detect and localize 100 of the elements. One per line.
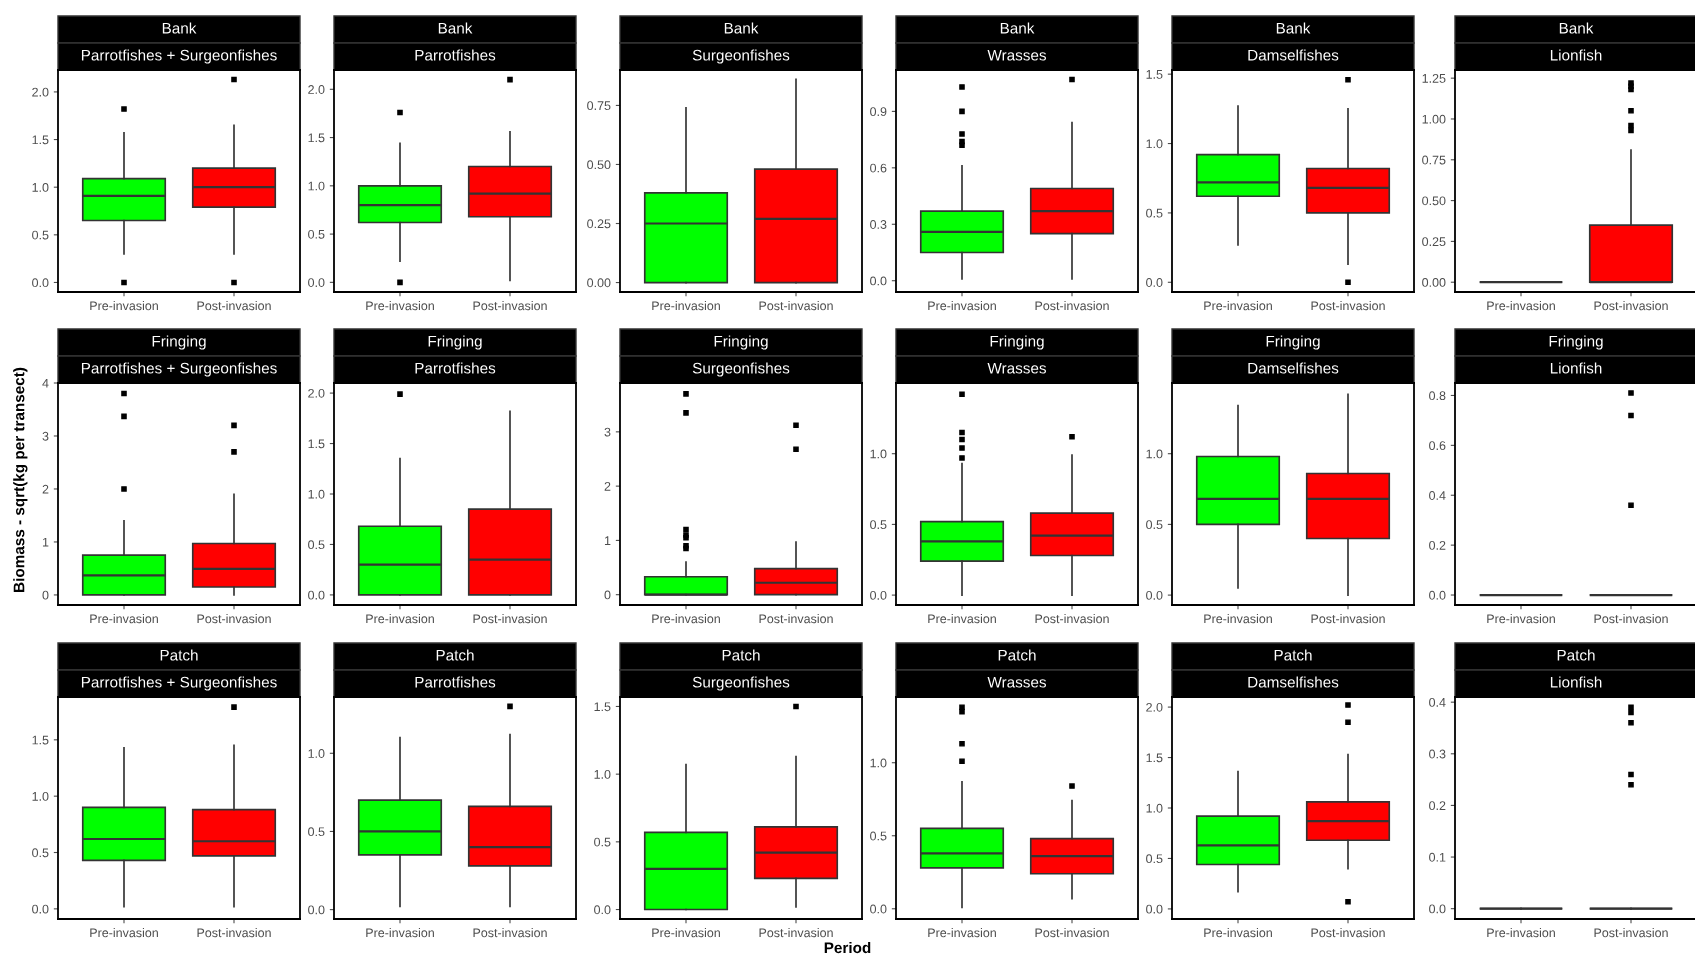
y-tick-label: 1.5 xyxy=(1146,70,1163,79)
chart-title: Patch xyxy=(998,649,1036,661)
chart-title: Fringing xyxy=(1266,335,1320,350)
x-tick-label: Post-invasion xyxy=(473,301,547,311)
chart-subtitle: Lionfish xyxy=(1550,362,1602,374)
y-axis-title: Biomass - sqrt(kg per transect) xyxy=(13,367,28,592)
chart-subtitle: Damselfishes xyxy=(1248,676,1339,688)
y-tick-label: 0.2 xyxy=(1429,801,1446,811)
y-tick-label: 2.0 xyxy=(308,388,325,398)
chart-subtitle: Damselfishes xyxy=(1248,49,1339,61)
chart-subtitle: Surgeonfishes xyxy=(692,362,790,377)
y-tick-label: 1.5 xyxy=(594,702,611,712)
chart-subtitle: Parrotfishes xyxy=(415,362,496,374)
y-tick-label: 1.0 xyxy=(308,489,325,499)
chart-title: Patch xyxy=(1557,649,1595,661)
y-tick-label: 3 xyxy=(604,427,611,437)
x-tick-label: Post-invasion xyxy=(1311,614,1385,624)
y-tick-label: 1.0 xyxy=(1146,449,1163,459)
y-tick-label: 0.8 xyxy=(1429,391,1446,401)
y-tick-label: 0.3 xyxy=(1429,749,1446,759)
x-tick-label: Post-invasion xyxy=(473,614,547,624)
y-tick-label: 0.00 xyxy=(587,278,611,288)
x-tick-label: Pre-invasion xyxy=(928,928,996,938)
x-tick-label: Post-invasion xyxy=(1594,928,1668,938)
y-tick-label: 1.5 xyxy=(32,135,49,145)
x-tick-label: Post-invasion xyxy=(1035,614,1109,624)
y-tick-label: 1.25 xyxy=(1422,73,1446,83)
x-tick-label: Post-invasion xyxy=(197,614,271,624)
y-tick-label: 1.0 xyxy=(1146,139,1163,149)
x-tick-label: Post-invasion xyxy=(197,301,271,311)
chart-subtitle: Parrotfishes xyxy=(415,676,496,688)
y-tick-label: 0.5 xyxy=(308,229,325,239)
x-tick-label: Pre-invasion xyxy=(928,301,996,311)
y-tick-label: 0.5 xyxy=(1146,520,1163,530)
chart-subtitle: Wrasses xyxy=(987,676,1047,688)
x-tick-label: Pre-invasion xyxy=(1487,301,1555,311)
chart-subtitle: Surgeonfishes xyxy=(692,49,790,64)
x-tick-label: Pre-invasion xyxy=(1204,614,1272,624)
y-tick-label: 1.0 xyxy=(870,449,887,459)
x-tick-label: Post-invasion xyxy=(1311,301,1385,311)
x-tick-label: Pre-invasion xyxy=(1204,928,1272,938)
y-tick-label: 1.0 xyxy=(594,769,611,779)
y-tick-label: 0.0 xyxy=(870,904,887,914)
y-tick-label: 1.5 xyxy=(308,133,325,143)
chart-title: Bank xyxy=(724,22,759,34)
y-tick-label: 0.6 xyxy=(1429,441,1446,451)
x-tick-label: Pre-invasion xyxy=(928,614,996,624)
y-tick-label: 0.0 xyxy=(1146,278,1163,287)
chart-subtitle: Wrasses xyxy=(987,49,1047,61)
y-tick-label: 0.0 xyxy=(870,590,887,600)
chart-title: Patch xyxy=(722,649,760,661)
y-tick-label: 0.0 xyxy=(32,904,49,914)
y-tick-label: 1.5 xyxy=(32,735,49,745)
y-tick-label: 0.9 xyxy=(870,107,887,117)
x-tick-label: Post-invasion xyxy=(759,614,833,624)
chart-title: Patch xyxy=(1274,649,1312,661)
y-tick-label: 0.75 xyxy=(587,101,611,111)
y-tick-label: 2.0 xyxy=(1146,702,1163,712)
y-tick-label: 1.5 xyxy=(1146,753,1163,763)
x-tick-label: Post-invasion xyxy=(1594,301,1668,311)
y-tick-label: 0.50 xyxy=(587,160,611,170)
chart-subtitle: Parrotfishes + Surgeonfishes xyxy=(81,676,277,691)
y-tick-label: 1.0 xyxy=(32,791,49,801)
x-tick-label: Post-invasion xyxy=(759,301,833,311)
y-tick-label: 0.2 xyxy=(1429,540,1446,550)
x-tick-label: Pre-invasion xyxy=(366,301,434,311)
chart-title: Patch xyxy=(436,649,474,661)
y-tick-label: 0.25 xyxy=(587,219,611,229)
y-tick-label: 1.00 xyxy=(1422,114,1446,124)
chart-title: Fringing xyxy=(1549,335,1603,350)
x-tick-label: Pre-invasion xyxy=(90,614,158,624)
chart-title: Bank xyxy=(1559,22,1594,34)
y-tick-label: 0.0 xyxy=(308,590,325,600)
chart-title: Bank xyxy=(1276,22,1311,34)
y-tick-label: 1.0 xyxy=(870,758,887,768)
x-tick-label: Pre-invasion xyxy=(90,301,158,311)
y-tick-label: 0.25 xyxy=(1422,237,1446,247)
chart-title: Bank xyxy=(1000,22,1035,34)
y-tick-label: 0.5 xyxy=(32,848,49,858)
y-tick-label: 1.5 xyxy=(308,439,325,449)
x-tick-label: Post-invasion xyxy=(759,928,833,938)
y-tick-label: 2 xyxy=(604,481,611,491)
x-tick-label: Pre-invasion xyxy=(1487,928,1555,938)
chart-subtitle: Parrotfishes + Surgeonfishes xyxy=(81,49,277,64)
chart-subtitle: Parrotfishes xyxy=(415,49,496,61)
y-tick-label: 0.5 xyxy=(870,520,887,530)
x-tick-label: Pre-invasion xyxy=(1487,614,1555,624)
y-tick-label: 1.0 xyxy=(308,749,325,758)
chart-subtitle: Damselfishes xyxy=(1248,362,1339,374)
y-tick-label: 0.5 xyxy=(308,827,325,837)
y-tick-label: 0.6 xyxy=(870,163,887,173)
chart-title: Fringing xyxy=(714,335,768,350)
x-tick-label: Pre-invasion xyxy=(366,614,434,624)
y-tick-label: 0 xyxy=(604,590,611,600)
y-tick-label: 1.0 xyxy=(1146,803,1163,813)
x-tick-label: Pre-invasion xyxy=(366,928,434,938)
y-tick-label: 0.5 xyxy=(1146,208,1163,218)
x-tick-label: Post-invasion xyxy=(1035,301,1109,311)
y-tick-label: 0.4 xyxy=(1429,697,1446,707)
y-tick-label: 0.50 xyxy=(1422,196,1446,206)
